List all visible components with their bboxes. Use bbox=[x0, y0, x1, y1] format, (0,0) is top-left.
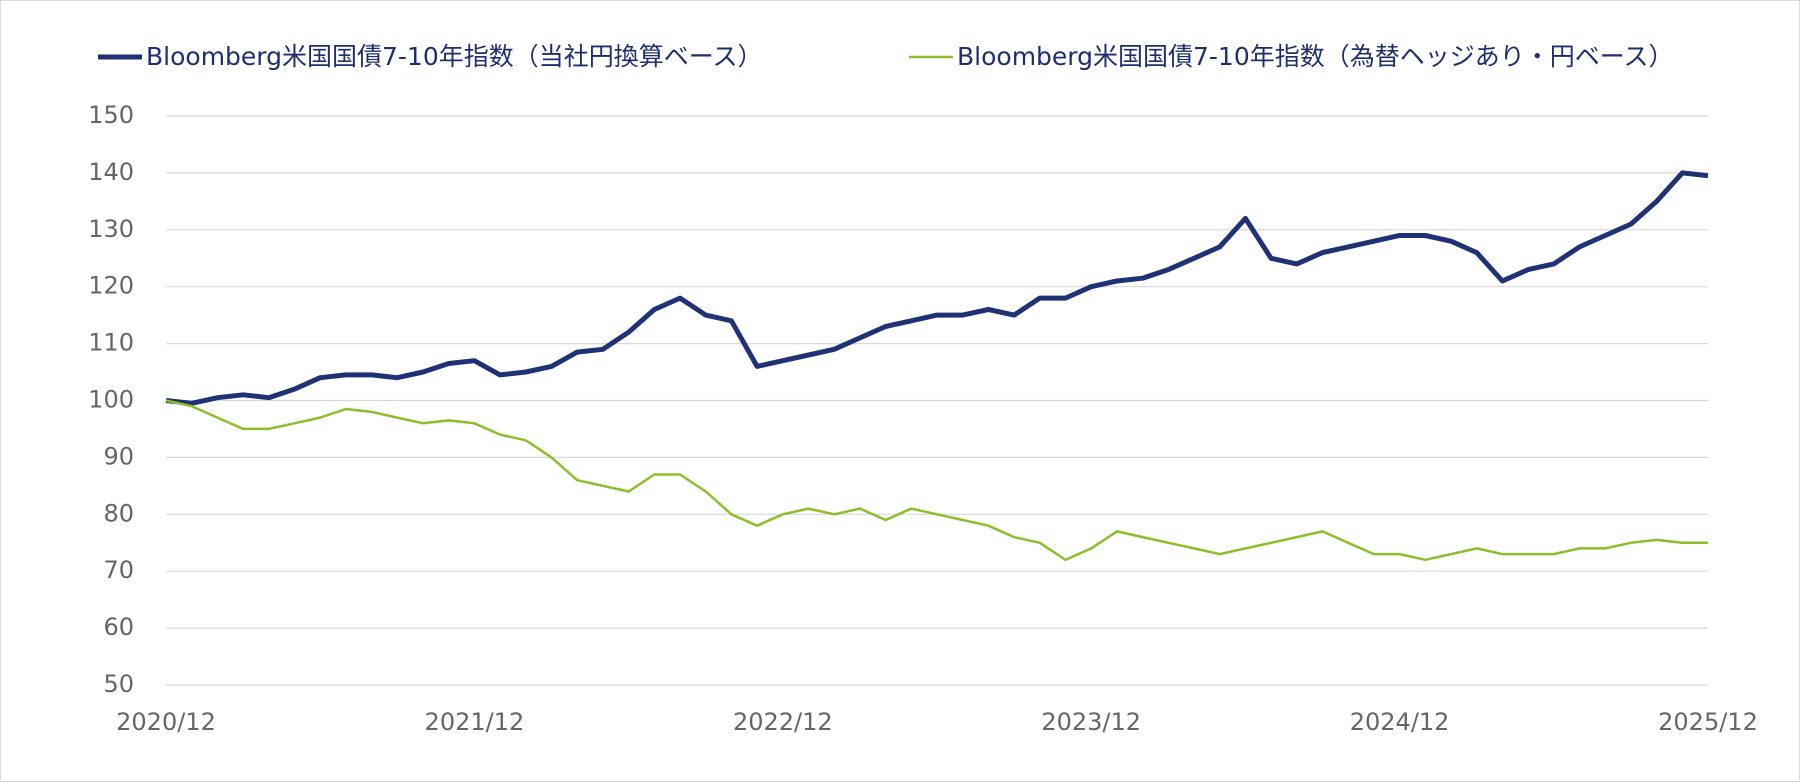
y-tick-label: 60 bbox=[103, 613, 134, 641]
y-tick-label: 90 bbox=[103, 442, 134, 470]
y-tick-label: 130 bbox=[88, 215, 134, 243]
x-tick-label: 2021/12 bbox=[425, 708, 525, 736]
y-tick-label: 100 bbox=[88, 386, 134, 414]
y-tick-label: 150 bbox=[88, 101, 134, 129]
x-tick-label: 2025/12 bbox=[1658, 708, 1758, 736]
legend-label: Bloomberg米国国債7-10年指数（為替ヘッジあり・円ベース） bbox=[957, 42, 1674, 71]
x-tick-label: 2022/12 bbox=[733, 708, 833, 736]
series-line bbox=[165, 399, 1708, 562]
y-tick-label: 120 bbox=[88, 272, 134, 300]
y-tick-label: 110 bbox=[88, 329, 134, 357]
y-tick-label: 140 bbox=[88, 158, 134, 186]
series-line bbox=[165, 170, 1709, 406]
y-tick-label: 70 bbox=[103, 556, 134, 584]
y-tick-label: 80 bbox=[103, 499, 134, 527]
x-tick-label: 2023/12 bbox=[1041, 708, 1141, 736]
x-tick-label: 2020/12 bbox=[116, 708, 216, 736]
legend-label: Bloomberg米国国債7-10年指数（当社円換算ベース） bbox=[146, 42, 763, 71]
x-tick-label: 2024/12 bbox=[1350, 708, 1450, 736]
y-tick-label: 50 bbox=[103, 670, 134, 698]
